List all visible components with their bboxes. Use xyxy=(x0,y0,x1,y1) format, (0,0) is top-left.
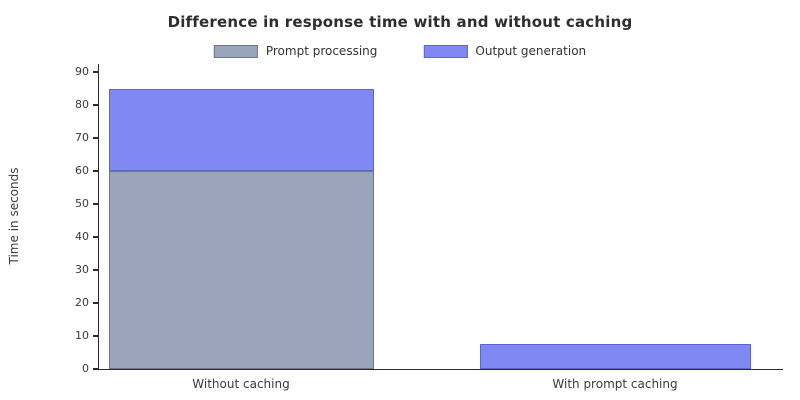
legend-label-prompt-processing: Prompt processing xyxy=(265,44,378,58)
x-tick-label-with-prompt-caching: With prompt caching xyxy=(552,377,678,391)
legend-swatch-prompt-processing xyxy=(213,44,258,58)
bar-segment xyxy=(109,171,374,369)
legend-label-output-generation: Output generation xyxy=(475,44,587,58)
legend-swatch-output-generation xyxy=(423,44,468,58)
y-tick-label: 0 xyxy=(82,362,89,375)
x-tick-label-without-caching: Without caching xyxy=(192,377,290,391)
legend-item-output-generation: Output generation xyxy=(423,44,586,58)
y-tick-label: 10 xyxy=(75,329,89,343)
legend-item-prompt-processing: Prompt processing xyxy=(213,44,378,58)
y-tick-mark xyxy=(93,368,98,370)
y-tick-label: 50 xyxy=(75,197,89,211)
y-tick-label: 90 xyxy=(75,65,89,79)
plot-area: Without caching With prompt caching 0 10 2… xyxy=(75,64,783,391)
y-tick-mark xyxy=(93,137,98,139)
y-axis-label: Time in seconds xyxy=(7,167,21,265)
y-tick-label: 70 xyxy=(75,131,89,145)
legend: Prompt processing Output generation xyxy=(213,44,586,58)
y-tick-label: 40 xyxy=(75,230,89,244)
y-tick-label: 80 xyxy=(75,98,89,112)
y-tick-label: 60 xyxy=(75,164,89,178)
y-tick-mark xyxy=(93,104,98,106)
bar-segment xyxy=(109,88,374,172)
y-tick-mark xyxy=(93,170,98,172)
y-tick-mark xyxy=(93,269,98,271)
y-tick-mark xyxy=(93,236,98,238)
chart-title: Difference in response time with and wit… xyxy=(167,13,633,31)
y-tick-mark xyxy=(93,203,98,205)
y-tick-label: 30 xyxy=(75,263,89,277)
y-tick-mark xyxy=(93,335,98,337)
y-tick-mark xyxy=(93,302,98,304)
y-tick-mark xyxy=(93,71,98,74)
bar-segment xyxy=(480,344,751,369)
y-tick-label: 20 xyxy=(75,296,89,310)
